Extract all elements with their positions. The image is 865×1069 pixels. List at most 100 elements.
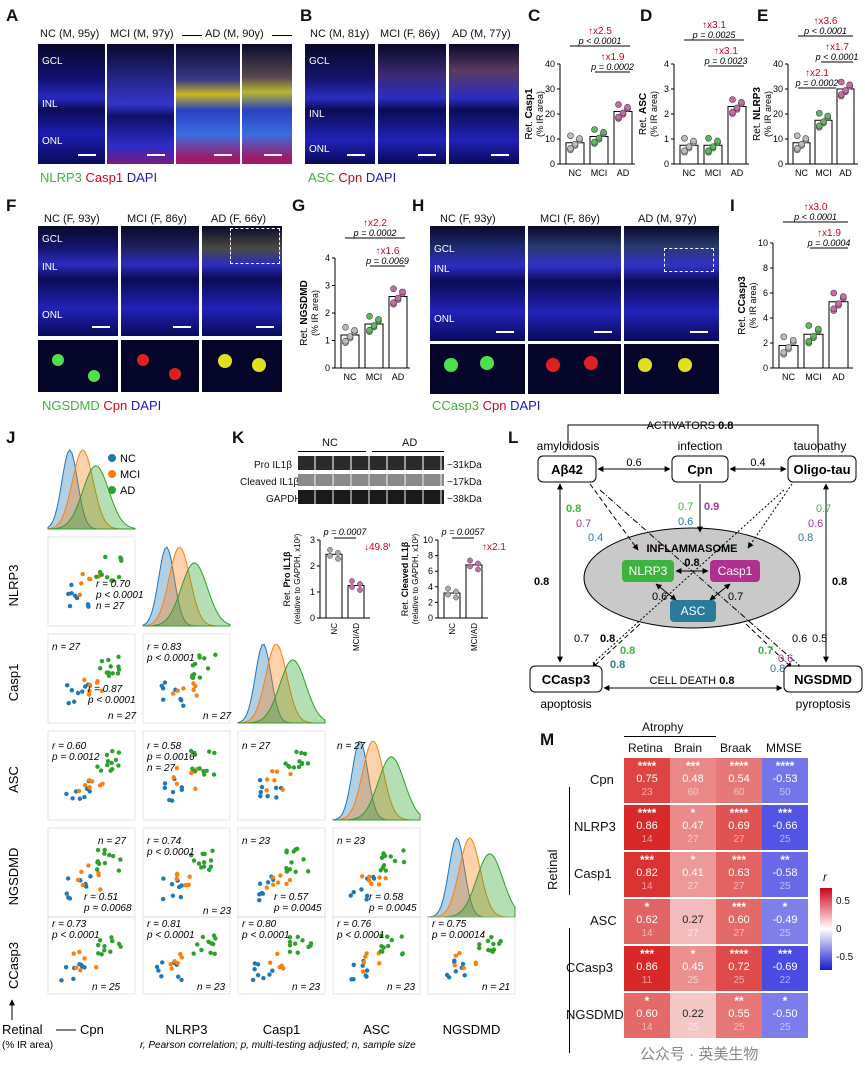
stat-text: r = 0.75	[432, 919, 467, 930]
edge-label: 0.8	[770, 663, 785, 675]
cell-stars	[670, 995, 716, 1008]
scatter-point	[82, 794, 87, 800]
scatter-point	[88, 576, 93, 582]
scatter-point	[116, 667, 122, 672]
scatter-point	[385, 934, 390, 939]
x-tick-label: NC	[782, 372, 795, 382]
node-casp1-label: Casp1	[718, 564, 753, 578]
scatter-point	[453, 969, 459, 974]
legend-cpn: Cpn	[103, 398, 128, 413]
scatter-point	[86, 604, 91, 609]
scatter-point	[289, 860, 294, 865]
y-tick-label: 8	[763, 263, 768, 273]
scatter-point	[462, 973, 467, 978]
cell-r: -0.50	[772, 1008, 798, 1020]
activators-bracket	[567, 424, 819, 448]
layer-inl: INL	[42, 262, 58, 273]
stat-text: p = 0.0045	[368, 903, 417, 914]
scatter-point	[116, 868, 122, 873]
y-tick-label: 0	[664, 159, 669, 169]
stat-text: p < 0.0001	[241, 930, 290, 941]
scatter-point	[71, 976, 76, 981]
y-tick-label: 4	[763, 313, 768, 323]
scatter-point	[360, 969, 366, 974]
cell-n: 25	[687, 975, 699, 986]
scatter-point	[162, 785, 167, 791]
scatter-point	[118, 944, 123, 949]
cell	[52, 354, 64, 366]
node-cpn-label: Cpn	[687, 462, 712, 477]
b-legend: ASC Cpn DAPI	[308, 170, 396, 185]
stat-text: p < 0.0001	[336, 930, 385, 941]
data-point	[729, 108, 736, 116]
x-tick-label: NC	[569, 168, 582, 178]
cell-r: 0.60	[728, 914, 750, 926]
heatmap-cell: **** -0.53 50	[762, 758, 808, 803]
data-point	[595, 134, 603, 142]
data-point	[357, 587, 363, 593]
scatter-point	[87, 789, 92, 794]
cell	[88, 370, 100, 382]
node-abeta	[537, 455, 597, 483]
scatter-point	[88, 874, 93, 879]
scatter-point	[174, 781, 180, 787]
scatter-point	[277, 964, 282, 970]
caption-pyroptosis: pyroptosis	[796, 697, 851, 711]
f-title-ad: AD (F, 66y)	[211, 213, 267, 225]
m-legend-title: r	[823, 870, 827, 884]
scatter-point	[284, 865, 289, 871]
data-point	[571, 140, 579, 148]
data-point	[830, 305, 838, 313]
scatter-point	[191, 858, 197, 863]
stat-text: r = 0.60	[52, 741, 87, 752]
data-point	[842, 87, 849, 94]
k-group-nc: NC	[322, 437, 338, 449]
m-row-nlrp3: NLRP3	[574, 819, 616, 834]
scatter-point	[174, 876, 179, 882]
scatter-point	[473, 960, 478, 965]
scatter-point	[212, 750, 217, 756]
y-label-2: (% IR area)	[763, 91, 773, 137]
data-point	[738, 99, 745, 106]
data-point	[619, 109, 627, 117]
cell-n: 14	[641, 834, 653, 845]
scatter-point	[287, 877, 293, 883]
stat-text: r = 0.58	[147, 741, 182, 752]
density-ad	[47, 465, 136, 530]
data-point	[624, 104, 631, 111]
panel-label-c: C	[528, 6, 541, 25]
scatter-point	[98, 887, 103, 892]
scatter-point	[379, 933, 384, 938]
size-pro: ~31kDa	[447, 460, 482, 471]
layer-onl: ONL	[434, 314, 455, 325]
cell-r: -0.49	[772, 914, 798, 926]
data-point	[375, 316, 382, 323]
chart-k-cleaved: 0 2 4 6 8 10 NC MCI/AD p = 0.0057 ↑x2.1 Ret. Cleav…	[400, 527, 506, 651]
scatter-point	[377, 875, 382, 880]
m-row-cpn: Cpn	[590, 772, 614, 787]
x-tick-label: MCI/AD	[470, 623, 479, 651]
edge-label: 0.8	[600, 633, 615, 645]
cell-stars	[670, 901, 716, 914]
scatter-point	[213, 652, 218, 658]
scatter-point	[106, 673, 112, 679]
edge-casp1-asc	[709, 583, 731, 601]
scatter-point	[179, 955, 185, 960]
scatter-point	[377, 961, 382, 966]
scatter-point	[210, 848, 215, 853]
data-point	[467, 557, 473, 564]
scatter-point	[264, 885, 270, 890]
data-point	[846, 81, 854, 89]
scatter-point	[190, 675, 196, 680]
x-tick-label: NC	[344, 372, 357, 382]
scatter-point	[182, 882, 188, 888]
g2-p: p = 0.0069	[365, 256, 409, 266]
scatter-point	[201, 768, 206, 774]
scatter-point	[80, 882, 86, 888]
scatter-point	[305, 761, 311, 766]
m-tick: 0.5	[836, 896, 850, 907]
scatter-point	[257, 898, 262, 903]
scatter-point	[376, 882, 382, 887]
scatter-point	[105, 575, 110, 580]
